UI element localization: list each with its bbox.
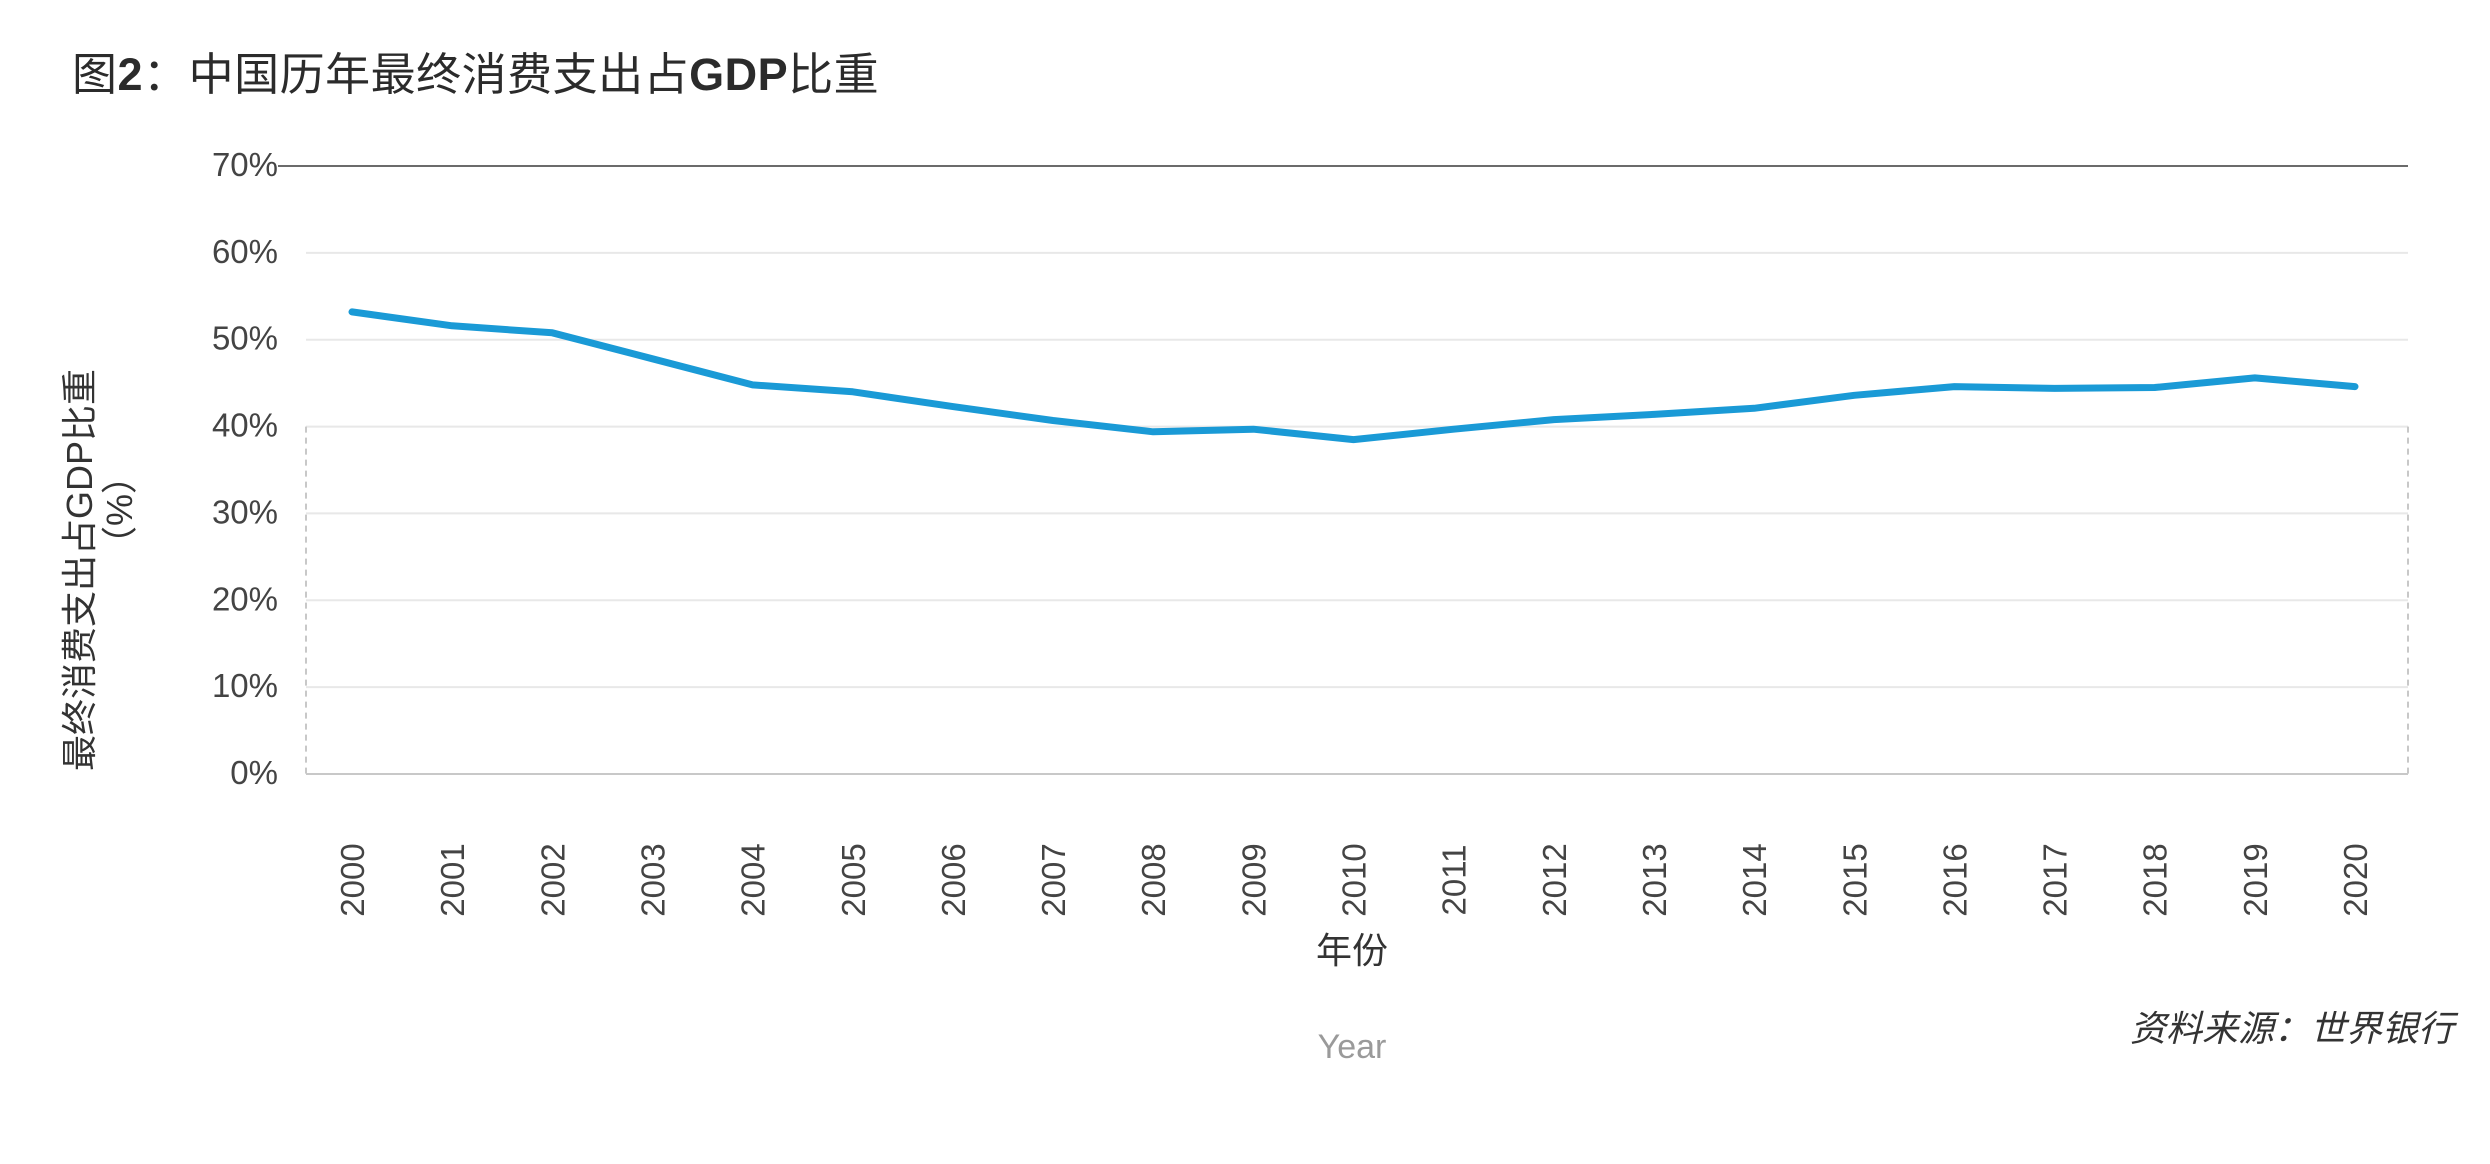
y-tick-label: 30% [212, 493, 278, 530]
y-axis-label-line1: 最终消费支出占GDP比重 [59, 369, 100, 771]
x-tick-label: 2006 [935, 843, 972, 916]
series-line [348, 308, 2359, 444]
y-tick-label: 0% [230, 754, 278, 791]
x-tick-label: 2009 [1235, 843, 1272, 916]
x-tick-label: 2011 [1436, 845, 1473, 916]
x-tick-label: 2017 [2037, 843, 2074, 916]
x-tick-label: 2012 [1536, 843, 1573, 916]
x-tick-label: 2020 [2337, 843, 2374, 916]
y-tick-label: 60% [212, 233, 278, 270]
x-tick-label: 2014 [1736, 843, 1773, 916]
y-tick-label: 50% [212, 320, 278, 357]
series-layer [348, 308, 2359, 444]
x-tick-label: 2004 [735, 843, 772, 916]
y-tick-label: 70% [212, 146, 278, 183]
source-note: 资料来源：世界银行 [2129, 1008, 2454, 1049]
gridlines [278, 165, 2409, 775]
x-tick-label: 2003 [634, 843, 671, 916]
x-tick-label: 2005 [835, 843, 872, 916]
y-tick-label: 20% [212, 580, 278, 617]
chart-title: 图2：中国历年最终消费支出占GDP比重 [72, 49, 880, 100]
x-tick-label: 2002 [534, 843, 571, 916]
x-tick-label: 2019 [2237, 843, 2274, 916]
x-axis-ticks: 2000 2001 2002 2003 2004 2005 2006 2007 2008 2009… [334, 843, 2374, 916]
x-tick-label: 2016 [1936, 843, 1973, 916]
x-tick-label: 2013 [1636, 843, 1673, 916]
x-axis-label-en: Year [1318, 1028, 1387, 1066]
x-tick-label: 2008 [1135, 843, 1172, 916]
x-tick-label: 2010 [1336, 843, 1373, 916]
y-axis-label: 最终消费支出占GDP比重 （%） [59, 369, 140, 771]
y-axis-label-line2: （%） [99, 458, 140, 562]
y-tick-label: 40% [212, 407, 278, 444]
x-tick-label: 2007 [1035, 843, 1072, 916]
x-tick-label: 2018 [2137, 843, 2174, 916]
x-tick-label: 2015 [1836, 843, 1873, 916]
y-axis-ticks: 0% 10% 20% 30% 40% 50% 60% 70% [212, 146, 278, 791]
y-tick-label: 10% [212, 667, 278, 704]
x-tick-label: 2001 [434, 843, 471, 916]
x-tick-label: 2000 [334, 843, 371, 916]
x-axis-label-cn: 年份 [1316, 930, 1388, 971]
